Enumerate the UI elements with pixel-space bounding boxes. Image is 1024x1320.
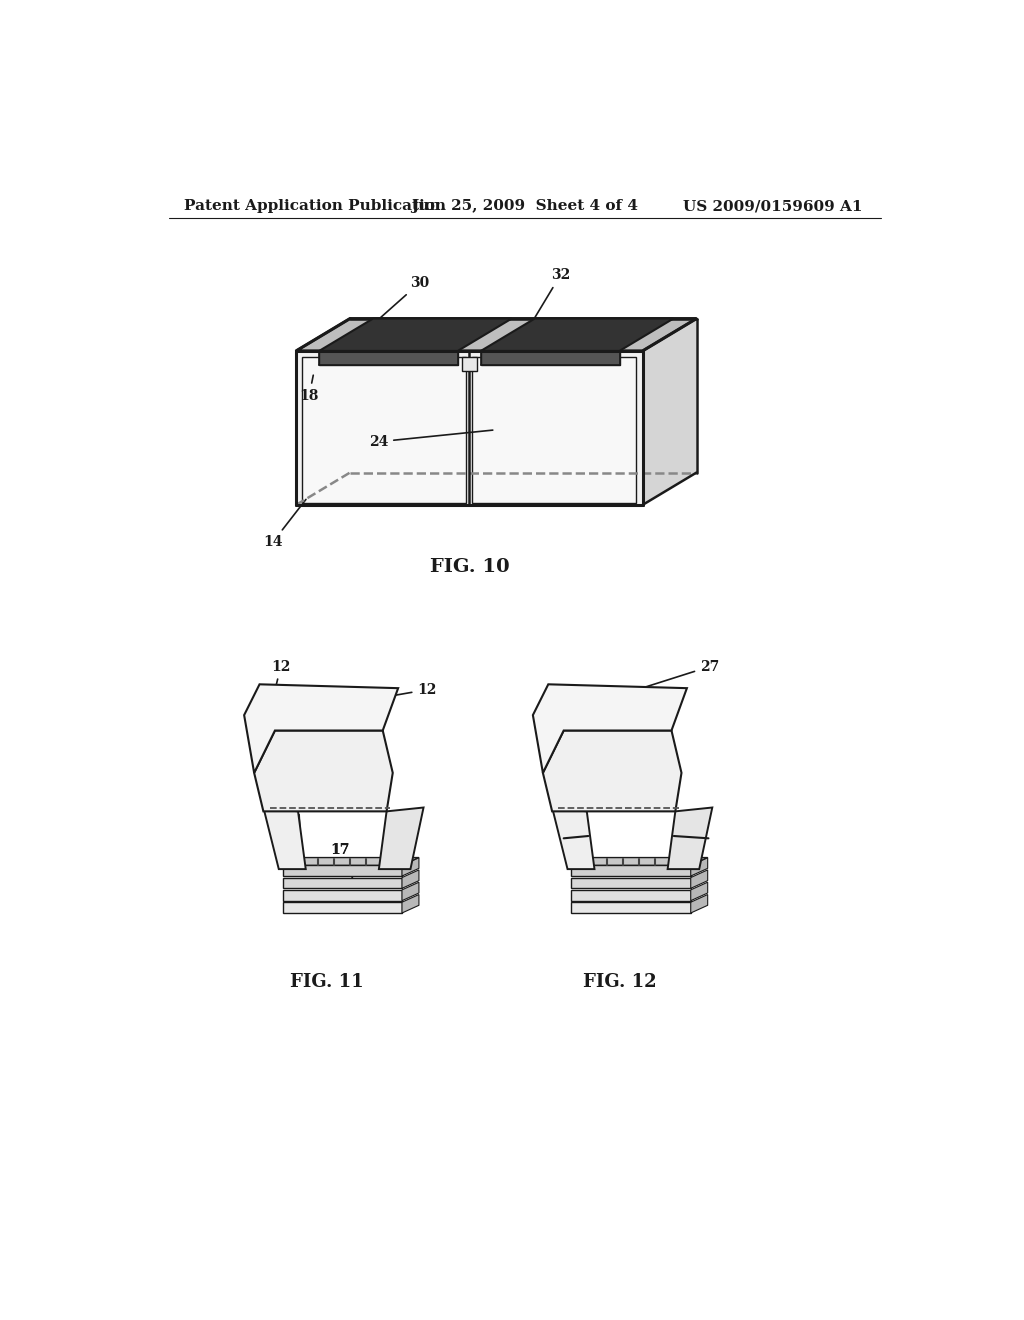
- Polygon shape: [302, 358, 466, 503]
- Text: 11: 11: [289, 795, 308, 861]
- Polygon shape: [643, 318, 696, 506]
- Polygon shape: [402, 858, 419, 876]
- Polygon shape: [552, 808, 595, 869]
- Text: FIG. 11: FIG. 11: [290, 973, 364, 991]
- Text: 14: 14: [263, 499, 306, 549]
- Polygon shape: [571, 903, 691, 913]
- Text: 11: 11: [566, 795, 590, 861]
- Polygon shape: [571, 878, 691, 888]
- Text: 30: 30: [352, 276, 429, 343]
- Polygon shape: [296, 351, 643, 506]
- Polygon shape: [571, 858, 708, 866]
- Text: Patent Application Publication: Patent Application Publication: [184, 199, 446, 213]
- Polygon shape: [319, 351, 458, 364]
- Text: 32: 32: [521, 268, 569, 341]
- Polygon shape: [283, 858, 419, 866]
- Text: 18: 18: [299, 375, 318, 403]
- Polygon shape: [691, 895, 708, 913]
- Polygon shape: [296, 318, 696, 351]
- Text: FIG. 12: FIG. 12: [583, 973, 656, 991]
- Polygon shape: [379, 808, 424, 869]
- Text: 24: 24: [369, 430, 493, 449]
- Polygon shape: [283, 866, 402, 876]
- Polygon shape: [532, 684, 687, 774]
- Polygon shape: [691, 858, 708, 876]
- Polygon shape: [472, 358, 637, 503]
- Polygon shape: [462, 358, 477, 371]
- Polygon shape: [402, 882, 419, 900]
- Polygon shape: [254, 730, 393, 812]
- Text: 27: 27: [621, 660, 719, 696]
- Polygon shape: [244, 684, 398, 774]
- Text: US 2009/0159609 A1: US 2009/0159609 A1: [683, 199, 862, 213]
- Polygon shape: [691, 882, 708, 900]
- Text: 17: 17: [331, 843, 349, 857]
- Polygon shape: [543, 730, 682, 812]
- Polygon shape: [481, 318, 674, 351]
- Text: 12: 12: [260, 660, 291, 751]
- Polygon shape: [481, 351, 620, 364]
- Text: Jun. 25, 2009  Sheet 4 of 4: Jun. 25, 2009 Sheet 4 of 4: [412, 199, 638, 213]
- Text: 12: 12: [328, 682, 436, 708]
- Polygon shape: [263, 808, 306, 869]
- Polygon shape: [283, 890, 402, 900]
- Polygon shape: [402, 870, 419, 888]
- Text: 12a: 12a: [607, 738, 636, 779]
- Polygon shape: [402, 895, 419, 913]
- Text: FIG. 10: FIG. 10: [429, 557, 509, 576]
- Polygon shape: [668, 808, 713, 869]
- Polygon shape: [571, 890, 691, 900]
- Polygon shape: [283, 903, 402, 913]
- Polygon shape: [319, 318, 512, 351]
- Polygon shape: [296, 318, 696, 351]
- Polygon shape: [691, 870, 708, 888]
- Text: 12a: 12a: [544, 760, 572, 780]
- Polygon shape: [283, 878, 402, 888]
- Text: 17: 17: [331, 843, 356, 887]
- Polygon shape: [571, 866, 691, 876]
